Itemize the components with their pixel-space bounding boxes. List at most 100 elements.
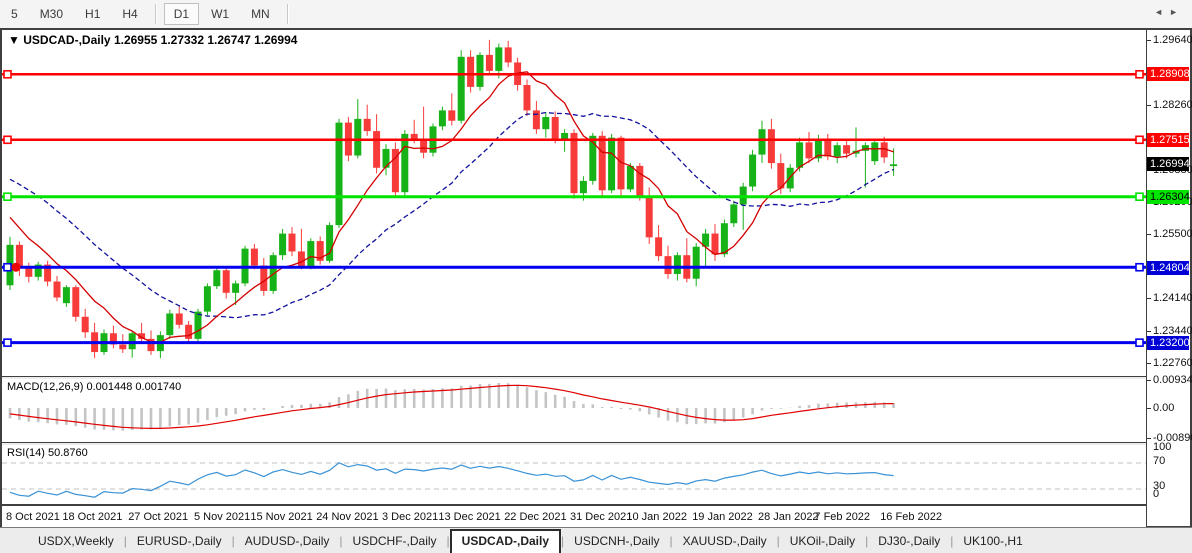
main-chart-canvas[interactable] bbox=[2, 30, 1146, 376]
candle-body bbox=[232, 283, 240, 293]
date-label: 19 Jan 2022 bbox=[692, 511, 753, 523]
price-tick: 1.24140 bbox=[1153, 292, 1192, 304]
price-badge-1.28908: 1.28908 bbox=[1147, 67, 1190, 81]
tab-scroll-arrows: ◄► bbox=[1154, 7, 1184, 17]
candle-body bbox=[796, 142, 804, 168]
candle-body bbox=[316, 241, 324, 261]
tab-xauusd-daily[interactable]: XAUUSD-,Daily bbox=[682, 533, 767, 548]
candle-body bbox=[391, 148, 399, 193]
tab-separator: | bbox=[231, 533, 235, 548]
rsi-tick: 100 bbox=[1153, 441, 1172, 453]
hline-right-anchor[interactable] bbox=[1135, 262, 1144, 272]
candle-body bbox=[843, 145, 851, 154]
tab-usdx-weekly[interactable]: USDX,Weekly bbox=[38, 533, 114, 548]
tab-separator: | bbox=[561, 533, 565, 548]
candle-body bbox=[664, 256, 672, 275]
hline-right-anchor[interactable] bbox=[1135, 338, 1144, 347]
tab-ukoil-daily[interactable]: UKOil-,Daily bbox=[789, 533, 856, 548]
tab-separator: | bbox=[776, 533, 780, 548]
candle-body bbox=[15, 244, 23, 269]
candle-body bbox=[758, 129, 766, 155]
rsi-panel: RSI(14) 50.8760 bbox=[2, 445, 1146, 504]
candle-body bbox=[467, 56, 475, 87]
candle-body bbox=[749, 154, 757, 187]
candle-body bbox=[147, 338, 155, 352]
tab-usdcnh-daily[interactable]: USDCNH-,Daily bbox=[574, 533, 660, 548]
macd-tick-mark bbox=[1147, 438, 1151, 439]
candle-body bbox=[551, 116, 559, 139]
candle-body bbox=[777, 163, 785, 189]
chart-window: ▼ USDCAD-,Daily 1.26955 1.27332 1.26747 … bbox=[0, 28, 1192, 527]
tab-separator: | bbox=[669, 533, 673, 548]
candle-body bbox=[579, 180, 587, 194]
symbol-tab-bar: USDX,Weekly | EURUSD-,Daily | AUDUSD-,Daily |… bbox=[0, 527, 1192, 553]
timeframe-button-m30[interactable]: M30 bbox=[39, 7, 64, 21]
rsi-label: RSI(14) 50.8760 bbox=[7, 447, 88, 459]
ma-slow-line[interactable] bbox=[9, 111, 894, 319]
timeframe-button-h4[interactable]: H4 bbox=[122, 7, 138, 21]
hline-left-anchor[interactable] bbox=[3, 262, 12, 272]
candle-body bbox=[354, 118, 362, 156]
tab-scroll-left-icon[interactable]: ◄ bbox=[1154, 7, 1170, 17]
hline-left-anchor[interactable] bbox=[3, 135, 12, 145]
candle-body bbox=[673, 255, 681, 275]
rsi-canvas[interactable] bbox=[2, 445, 1146, 504]
tab-dj30-daily[interactable]: DJ30-,Daily bbox=[878, 533, 941, 548]
date-label: 31 Dec 2021 bbox=[570, 511, 633, 523]
hline-left-anchor[interactable] bbox=[3, 69, 12, 79]
tab-usdcad-daily[interactable]: USDCAD-,Daily bbox=[449, 528, 562, 553]
dropdown-arrow-icon[interactable]: ▼ bbox=[8, 33, 20, 47]
tab-separator: | bbox=[123, 533, 127, 548]
candle-body bbox=[185, 324, 193, 339]
candle-body bbox=[805, 142, 813, 159]
candle-body bbox=[269, 255, 277, 291]
candle-body bbox=[720, 223, 728, 255]
macd-tick-mark bbox=[1147, 408, 1151, 409]
candle-body bbox=[608, 137, 616, 191]
tab-uk100-h1[interactable]: UK100-,H1 bbox=[963, 533, 1023, 548]
price-axis[interactable]: 1.296401.282601.268801.262001.255001.241… bbox=[1146, 30, 1192, 526]
tab-eurusd-daily[interactable]: EURUSD-,Daily bbox=[136, 533, 222, 548]
hline-right-anchor[interactable] bbox=[1135, 135, 1144, 145]
candle-body bbox=[194, 311, 202, 339]
candle-body bbox=[382, 148, 390, 168]
price-tick: 1.23440 bbox=[1153, 325, 1192, 337]
candle-body bbox=[438, 110, 446, 127]
macd-canvas[interactable] bbox=[2, 379, 1146, 442]
candle-body bbox=[25, 268, 33, 277]
hline-left-anchor[interactable] bbox=[3, 338, 12, 347]
candle-body bbox=[767, 129, 775, 164]
candle-body bbox=[288, 233, 296, 252]
tab-separator: | bbox=[865, 533, 869, 548]
hline-right-anchor[interactable] bbox=[1135, 69, 1144, 79]
macd-tick-mark bbox=[1147, 380, 1151, 381]
timeframe-button-5[interactable]: 5 bbox=[11, 7, 18, 21]
macd-label: MACD(12,26,9) 0.001448 0.001740 bbox=[7, 381, 182, 393]
candle-body bbox=[730, 204, 738, 224]
timeframe-button-mn[interactable]: MN bbox=[251, 7, 270, 21]
price-tick: 1.28260 bbox=[1153, 99, 1192, 111]
timeframe-button-w1[interactable]: W1 bbox=[211, 7, 230, 21]
candle-body bbox=[279, 233, 287, 256]
macd-signal-line bbox=[9, 384, 894, 430]
candle-body bbox=[373, 131, 381, 168]
timeframe-button-d1[interactable]: D1 bbox=[163, 3, 200, 25]
price-tick-mark bbox=[1147, 363, 1151, 364]
date-label: 16 Feb 2022 bbox=[880, 511, 942, 523]
hline-left-anchor[interactable] bbox=[3, 192, 12, 202]
tab-usdchf-daily[interactable]: USDCHF-,Daily bbox=[352, 533, 437, 548]
tab-audusd-daily[interactable]: AUDUSD-,Daily bbox=[244, 533, 330, 548]
hline-right-anchor[interactable] bbox=[1135, 192, 1144, 202]
candle-body bbox=[401, 133, 409, 193]
price-tick-mark bbox=[1147, 105, 1151, 106]
candle-body bbox=[626, 165, 634, 190]
candle-body bbox=[109, 333, 117, 345]
price-badge-1.27515: 1.27515 bbox=[1147, 133, 1190, 147]
date-axis[interactable]: 8 Oct 2021 18 Oct 2021 27 Oct 2021 5 Nov 20… bbox=[2, 504, 1146, 527]
candle-body bbox=[72, 287, 80, 317]
rsi-tick: 30 bbox=[1153, 480, 1166, 492]
timeframe-button-h1[interactable]: H1 bbox=[85, 7, 101, 21]
date-label: 5 Nov 2021 bbox=[194, 511, 251, 523]
price-badge-1.26304: 1.26304 bbox=[1147, 190, 1190, 204]
tab-scroll-right-icon[interactable]: ► bbox=[1169, 7, 1184, 17]
